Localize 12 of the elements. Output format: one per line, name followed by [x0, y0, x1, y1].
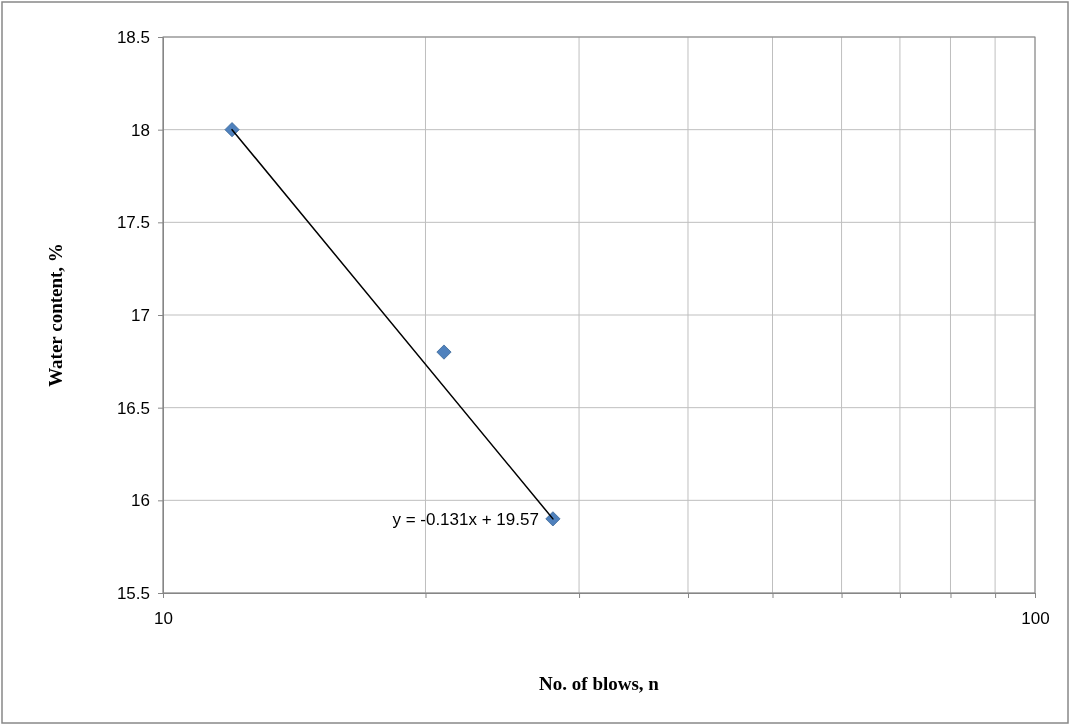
- annotation: y = -0.131x + 19.57: [392, 509, 539, 529]
- y-tick-label: 16.5: [116, 398, 150, 418]
- x-axis-title: No. of blows, n: [539, 673, 660, 694]
- y-axis-title: Water content, %: [45, 243, 66, 387]
- y-tick-label: 16: [131, 491, 150, 511]
- y-tick-label: 17.5: [116, 213, 150, 233]
- x-tick-label: 10: [154, 609, 173, 629]
- y-tick-label: 18.5: [116, 27, 150, 47]
- y-tick-label: 18: [131, 120, 150, 140]
- y-tick-label: 17: [131, 305, 150, 325]
- x-tick-label: 100: [1021, 609, 1050, 629]
- y-tick-label: 15.5: [116, 583, 150, 603]
